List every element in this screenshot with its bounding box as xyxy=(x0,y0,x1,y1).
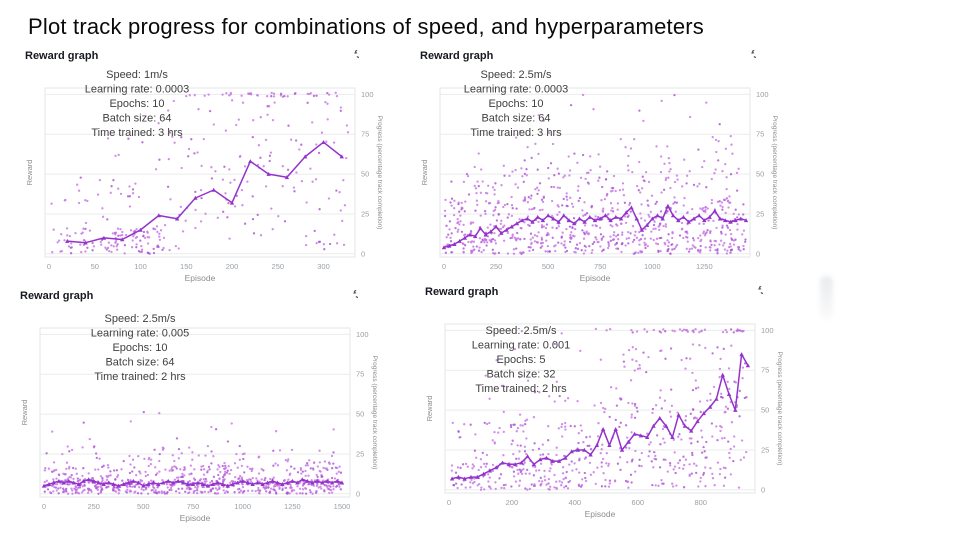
svg-text:250: 250 xyxy=(87,502,100,511)
svg-text:50: 50 xyxy=(356,410,364,419)
svg-text:50: 50 xyxy=(761,406,769,415)
svg-text:Time trained: 3 hrs: Time trained: 3 hrs xyxy=(470,127,562,139)
svg-text:75: 75 xyxy=(761,366,769,375)
svg-text:Progress (percentage track com: Progress (percentage track completion) xyxy=(776,352,783,466)
svg-text:Epochs: 10: Epochs: 10 xyxy=(112,342,167,354)
svg-text:50: 50 xyxy=(361,170,369,179)
svg-text:Reward: Reward xyxy=(20,400,29,426)
svg-text:500: 500 xyxy=(542,262,555,271)
panel-header: Reward graph xyxy=(425,284,787,300)
svg-text:0: 0 xyxy=(447,498,451,507)
svg-text:25: 25 xyxy=(361,210,369,219)
panel-title: Reward graph xyxy=(425,286,499,298)
svg-text:Time trained: 2 hrs: Time trained: 2 hrs xyxy=(94,371,186,383)
panel-header: Reward graph xyxy=(25,48,383,64)
svg-text:Batch size: 64: Batch size: 64 xyxy=(105,357,174,369)
svg-text:1500: 1500 xyxy=(334,502,351,511)
svg-text:25: 25 xyxy=(761,446,769,455)
page-title: Plot track progress for combinations of … xyxy=(28,14,704,39)
scrollbar-artifact xyxy=(820,276,833,320)
svg-text:100: 100 xyxy=(756,90,769,99)
svg-text:200: 200 xyxy=(226,262,239,271)
svg-text:Time trained: 2 hrs: Time trained: 2 hrs xyxy=(475,383,567,395)
svg-text:50: 50 xyxy=(756,170,764,179)
svg-text:Batch size: 32: Batch size: 32 xyxy=(486,369,555,381)
svg-text:25: 25 xyxy=(356,450,364,459)
svg-text:0: 0 xyxy=(756,249,760,258)
svg-text:800: 800 xyxy=(694,498,707,507)
svg-text:300: 300 xyxy=(317,262,330,271)
svg-text:50: 50 xyxy=(91,262,99,271)
svg-text:150: 150 xyxy=(180,262,193,271)
panel-title: Reward graph xyxy=(20,290,94,302)
svg-text:0: 0 xyxy=(356,489,360,498)
svg-text:Reward: Reward xyxy=(420,160,429,186)
svg-text:250: 250 xyxy=(272,262,285,271)
svg-text:200: 200 xyxy=(506,498,519,507)
svg-text:Speed: 2.5m/s: Speed: 2.5m/s xyxy=(486,325,557,337)
svg-text:Speed: 1m/s: Speed: 1m/s xyxy=(106,69,168,81)
svg-text:100: 100 xyxy=(134,262,147,271)
svg-text:750: 750 xyxy=(187,502,200,511)
svg-text:Episode: Episode xyxy=(580,273,611,283)
svg-text:Batch size: 64: Batch size: 64 xyxy=(102,113,171,125)
svg-text:Reward: Reward xyxy=(25,160,34,186)
svg-text:Time trained: 3 hrs: Time trained: 3 hrs xyxy=(91,127,183,139)
svg-text:Epochs: 10: Epochs: 10 xyxy=(488,98,543,110)
svg-text:Epochs: 10: Epochs: 10 xyxy=(109,98,164,110)
svg-text:Learning rate: 0.0003: Learning rate: 0.0003 xyxy=(464,84,569,96)
reward-graph-panel-top-right: Reward graph 0 25 50 75 100 0 250 500 750 1000 125… xyxy=(420,48,780,288)
svg-text:75: 75 xyxy=(361,130,369,139)
svg-text:100: 100 xyxy=(356,330,369,339)
svg-text:400: 400 xyxy=(569,498,582,507)
svg-text:1000: 1000 xyxy=(234,502,251,511)
svg-text:1250: 1250 xyxy=(696,262,713,271)
panel-title: Reward graph xyxy=(420,50,494,62)
svg-text:Speed: 2.5m/s: Speed: 2.5m/s xyxy=(105,313,176,325)
svg-text:750: 750 xyxy=(594,262,607,271)
svg-text:Batch size: 64: Batch size: 64 xyxy=(481,113,550,125)
svg-text:1000: 1000 xyxy=(644,262,661,271)
svg-text:0: 0 xyxy=(361,249,365,258)
svg-text:Reward: Reward xyxy=(425,396,434,422)
panel-header: Reward graph xyxy=(20,288,382,304)
svg-text:100: 100 xyxy=(361,90,374,99)
svg-text:0: 0 xyxy=(42,502,46,511)
refresh-icon[interactable] xyxy=(743,49,756,63)
refresh-icon[interactable] xyxy=(750,285,763,299)
svg-text:75: 75 xyxy=(756,130,764,139)
svg-text:250: 250 xyxy=(490,262,503,271)
panel-header: Reward graph xyxy=(420,48,780,64)
panel-title: Reward graph xyxy=(25,50,99,62)
svg-text:Progress (percentage track com: Progress (percentage track completion) xyxy=(376,116,383,230)
svg-text:0: 0 xyxy=(761,485,765,494)
refresh-icon[interactable] xyxy=(345,289,358,303)
svg-text:Episode: Episode xyxy=(585,509,616,519)
svg-text:Epochs: 5: Epochs: 5 xyxy=(497,354,546,366)
reward-chart-bottom-right: 0 25 50 75 100 0 200 400 600 800 Episode Reward Prog… xyxy=(425,323,783,519)
reward-chart-top-left: 0 25 50 75 100 0 50 100 150 200 250 300 Episode Rewar… xyxy=(25,69,383,283)
reward-graph-panel-bottom-right: Reward graph 0 25 50 75 100 0 200 400 600 800 Epis… xyxy=(425,284,787,524)
reward-graph-panel-bottom-left: Reward graph 0 25 50 75 100 0 250 500 750 1000 125… xyxy=(20,288,382,528)
refresh-icon[interactable] xyxy=(346,49,359,63)
svg-text:Speed: 2.5m/s: Speed: 2.5m/s xyxy=(481,69,552,81)
svg-text:25: 25 xyxy=(756,210,764,219)
svg-text:0: 0 xyxy=(47,262,51,271)
svg-text:Progress (percentage track com: Progress (percentage track completion) xyxy=(371,356,378,470)
svg-text:Learning rate: 0.0003: Learning rate: 0.0003 xyxy=(85,84,190,96)
reward-graph-panel-top-left: Reward graph 0 25 50 75 100 0 50 100 150 200 250 30… xyxy=(25,48,383,288)
svg-text:Episode: Episode xyxy=(185,273,216,283)
svg-text:Learning rate: 0.005: Learning rate: 0.005 xyxy=(91,328,189,340)
svg-text:600: 600 xyxy=(632,498,645,507)
svg-text:500: 500 xyxy=(137,502,150,511)
svg-text:Progress (percentage track com: Progress (percentage track completion) xyxy=(771,116,778,230)
svg-text:Learning rate: 0.001: Learning rate: 0.001 xyxy=(472,340,570,352)
svg-text:75: 75 xyxy=(356,370,364,379)
svg-text:1250: 1250 xyxy=(284,502,301,511)
svg-text:Episode: Episode xyxy=(180,513,211,523)
svg-text:0: 0 xyxy=(442,262,446,271)
svg-text:100: 100 xyxy=(761,326,774,335)
